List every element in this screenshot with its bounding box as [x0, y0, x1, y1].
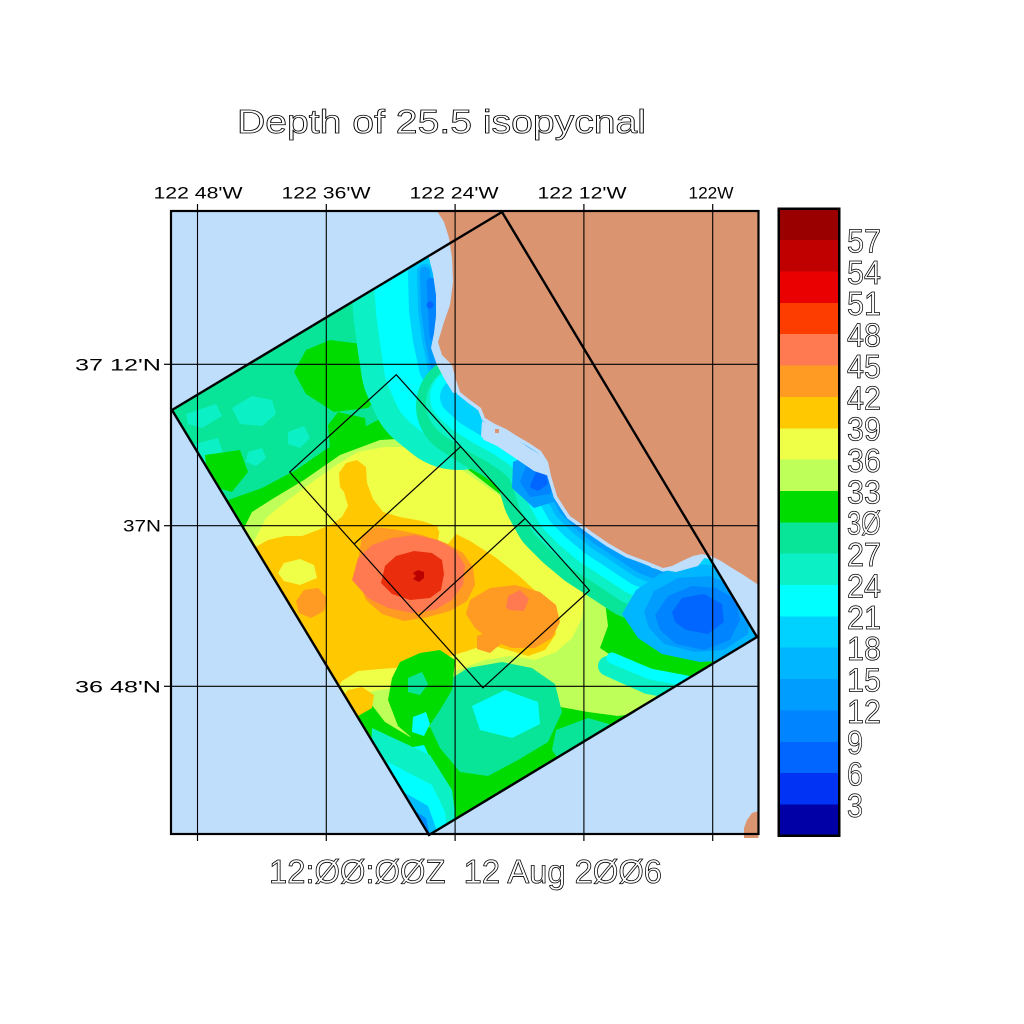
svg-text:12: 12 — [847, 693, 881, 730]
svg-text:33: 33 — [847, 473, 881, 510]
svg-text:48: 48 — [847, 317, 881, 354]
svg-text:122 12'W: 122 12'W — [538, 184, 627, 203]
svg-text:24: 24 — [847, 567, 881, 604]
svg-text:6: 6 — [847, 756, 863, 793]
svg-text:9: 9 — [847, 724, 863, 761]
svg-text:36 48'N: 36 48'N — [75, 678, 161, 697]
svg-text:54: 54 — [847, 254, 881, 291]
svg-text:21: 21 — [847, 599, 881, 636]
svg-text:18: 18 — [847, 630, 881, 667]
svg-text:3: 3 — [847, 787, 863, 824]
svg-text:27: 27 — [847, 536, 881, 573]
svg-text:122 48'W: 122 48'W — [154, 184, 243, 203]
svg-text:122 24'W: 122 24'W — [410, 184, 499, 203]
svg-text:37 12'N: 37 12'N — [75, 356, 161, 375]
svg-text:Depth of 25.5 isopycnal: Depth of 25.5 isopycnal — [237, 103, 646, 140]
svg-text:122W: 122W — [689, 184, 734, 203]
svg-text:37N: 37N — [123, 517, 161, 536]
svg-text:39: 39 — [847, 411, 881, 448]
svg-text:42: 42 — [847, 379, 881, 416]
svg-text:12:ØØ:ØØZ 12 Aug 2ØØ6: 12:ØØ:ØØZ 12 Aug 2ØØ6 — [269, 853, 662, 890]
svg-text:36: 36 — [847, 442, 881, 479]
svg-text:15: 15 — [847, 662, 881, 699]
svg-text:3Ø: 3Ø — [847, 505, 881, 542]
svg-text:122 36'W: 122 36'W — [282, 184, 371, 203]
svg-text:45: 45 — [847, 348, 881, 385]
svg-text:51: 51 — [847, 285, 881, 322]
svg-text:57: 57 — [847, 223, 881, 260]
